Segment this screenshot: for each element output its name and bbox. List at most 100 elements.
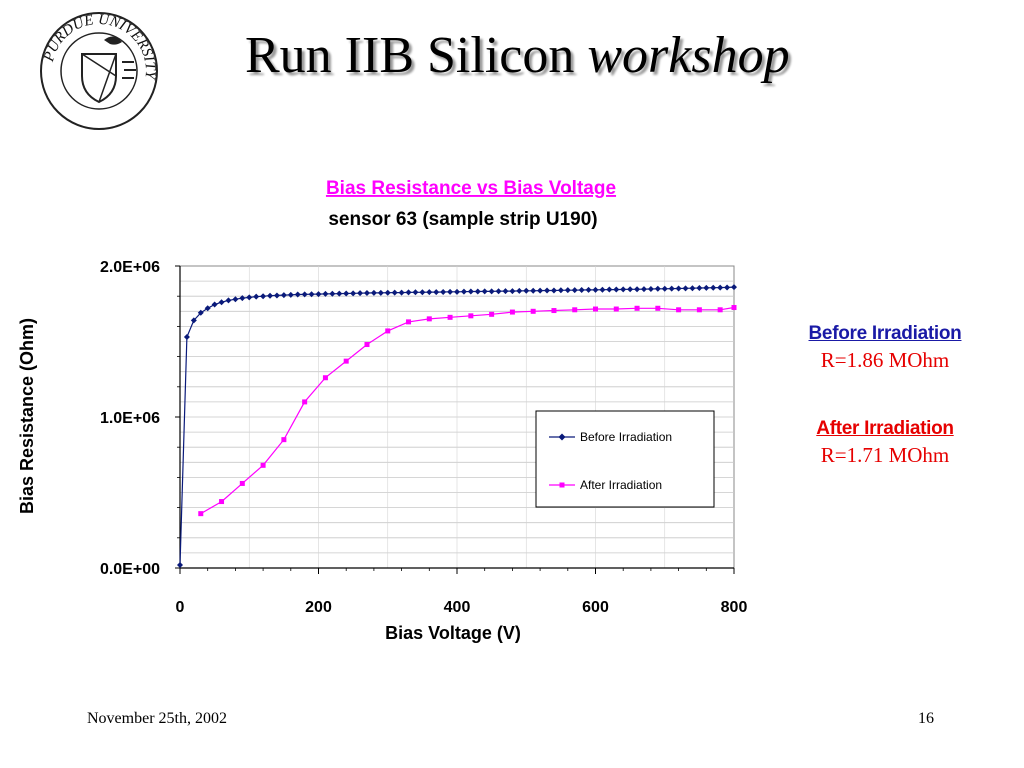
after-irradiation-heading: After Irradiation <box>816 418 954 439</box>
data-point-after-irradiation <box>302 399 308 405</box>
data-point-before-irradiation <box>370 289 377 296</box>
data-point-before-irradiation <box>654 285 661 292</box>
data-point-before-irradiation <box>377 289 384 296</box>
data-point-after-irradiation <box>572 307 578 313</box>
data-point-before-irradiation <box>384 289 391 296</box>
data-point-before-irradiation <box>509 288 516 295</box>
data-point-before-irradiation <box>585 286 592 293</box>
data-point-before-irradiation <box>329 290 336 297</box>
data-point-after-irradiation <box>717 307 723 313</box>
data-point-after-irradiation <box>696 307 702 313</box>
data-point-before-irradiation <box>571 287 578 294</box>
data-point-before-irradiation <box>710 284 717 291</box>
data-point-before-irradiation <box>731 284 737 291</box>
data-point-before-irradiation <box>634 286 641 293</box>
data-point-before-irradiation <box>661 285 668 292</box>
data-point-before-irradiation <box>433 289 440 296</box>
data-point-before-irradiation <box>696 285 703 292</box>
data-point-after-irradiation <box>322 375 328 381</box>
data-point-before-irradiation <box>447 288 454 295</box>
data-series <box>177 284 737 568</box>
data-point-before-irradiation <box>308 291 315 298</box>
data-point-after-irradiation <box>530 308 536 314</box>
after-irradiation-value: R=1.71 MOhm <box>820 443 950 467</box>
data-point-before-irradiation <box>682 285 689 292</box>
y-tick-label: 1.0E+06 <box>100 410 160 427</box>
data-point-after-irradiation <box>281 437 287 443</box>
data-point-before-irradiation <box>578 287 585 294</box>
data-point-before-irradiation <box>481 288 488 295</box>
chart-legend: Before Irradiation After Irradiation <box>535 410 715 508</box>
footer-date: November 25th, 2002 <box>87 710 227 727</box>
data-point-before-irradiation <box>183 333 190 340</box>
data-point-after-irradiation <box>489 311 495 317</box>
data-point-before-irradiation <box>419 289 426 296</box>
data-point-before-irradiation <box>599 286 606 293</box>
data-point-after-irradiation <box>468 313 474 319</box>
data-point-before-irradiation <box>523 287 530 294</box>
data-point-before-irradiation <box>204 305 211 312</box>
data-point-after-irradiation <box>239 480 245 486</box>
axis-ticks: 0.0E+00 1.0E+06 2.0E+06 0 200 400 600 800 <box>100 259 748 616</box>
data-point-before-irradiation <box>557 287 564 294</box>
data-point-before-irradiation <box>675 285 682 292</box>
data-point-before-irradiation <box>640 286 647 293</box>
data-point-after-irradiation <box>676 307 682 313</box>
data-point-before-irradiation <box>246 294 253 301</box>
data-point-before-irradiation <box>232 296 239 303</box>
before-irradiation-heading: Before Irradiation <box>808 323 962 344</box>
data-point-before-irradiation <box>613 286 620 293</box>
purdue-university-seal-logo: PURDUE UNIVERSITY <box>40 12 158 130</box>
chart-title: Bias Resistance vs Bias Voltage <box>326 178 616 199</box>
data-point-before-irradiation <box>724 284 731 291</box>
data-point-after-irradiation <box>260 462 266 468</box>
x-axis-label: Bias Voltage (V) <box>385 623 521 643</box>
data-point-before-irradiation <box>294 291 301 298</box>
data-point-before-irradiation <box>357 290 364 297</box>
x-tick-label: 200 <box>305 599 332 616</box>
legend-box <box>535 410 715 508</box>
data-point-after-irradiation <box>406 319 412 325</box>
data-point-before-irradiation <box>544 287 551 294</box>
data-point-before-irradiation <box>668 285 675 292</box>
data-point-before-irradiation <box>322 290 329 297</box>
data-point-before-irradiation <box>440 288 447 295</box>
data-point-before-irradiation <box>177 561 183 568</box>
data-point-before-irradiation <box>225 297 232 304</box>
data-point-before-irradiation <box>273 292 280 299</box>
y-tick-label: 2.0E+06 <box>100 259 160 276</box>
slide-title-emphasis: workshop <box>587 27 790 84</box>
data-point-before-irradiation <box>190 317 197 324</box>
y-tick-label: 0.0E+00 <box>100 561 160 578</box>
data-point-after-irradiation <box>364 342 370 348</box>
data-point-after-irradiation <box>219 499 225 505</box>
data-point-before-irradiation <box>537 287 544 294</box>
data-point-before-irradiation <box>495 288 502 295</box>
data-point-before-irradiation <box>211 301 218 308</box>
data-point-before-irradiation <box>467 288 474 295</box>
data-point-before-irradiation <box>606 286 613 293</box>
data-point-before-irradiation <box>336 290 343 297</box>
before-irradiation-value: R=1.86 MOhm <box>820 348 950 372</box>
legend-marker-after <box>559 482 565 488</box>
data-point-after-irradiation <box>426 316 432 322</box>
data-point-before-irradiation <box>488 288 495 295</box>
data-point-before-irradiation <box>239 295 246 302</box>
x-tick-label: 0 <box>176 599 185 616</box>
data-point-before-irradiation <box>267 292 274 299</box>
chart-subtitle: sensor 63 (sample strip U190) <box>328 209 597 230</box>
data-point-before-irradiation <box>530 287 537 294</box>
data-point-after-irradiation <box>613 306 619 312</box>
data-point-before-irradiation <box>564 287 571 294</box>
data-point-before-irradiation <box>516 287 523 294</box>
slide-title-main: Run IIB Silicon <box>245 27 588 84</box>
data-point-before-irradiation <box>280 292 287 299</box>
legend-label-after: After Irradiation <box>580 478 662 492</box>
legend-marker-before <box>558 433 566 441</box>
data-point-before-irradiation <box>287 291 294 298</box>
data-point-before-irradiation <box>627 286 634 293</box>
gridlines <box>180 266 734 568</box>
data-point-before-irradiation <box>301 291 308 298</box>
data-point-before-irradiation <box>426 289 433 296</box>
